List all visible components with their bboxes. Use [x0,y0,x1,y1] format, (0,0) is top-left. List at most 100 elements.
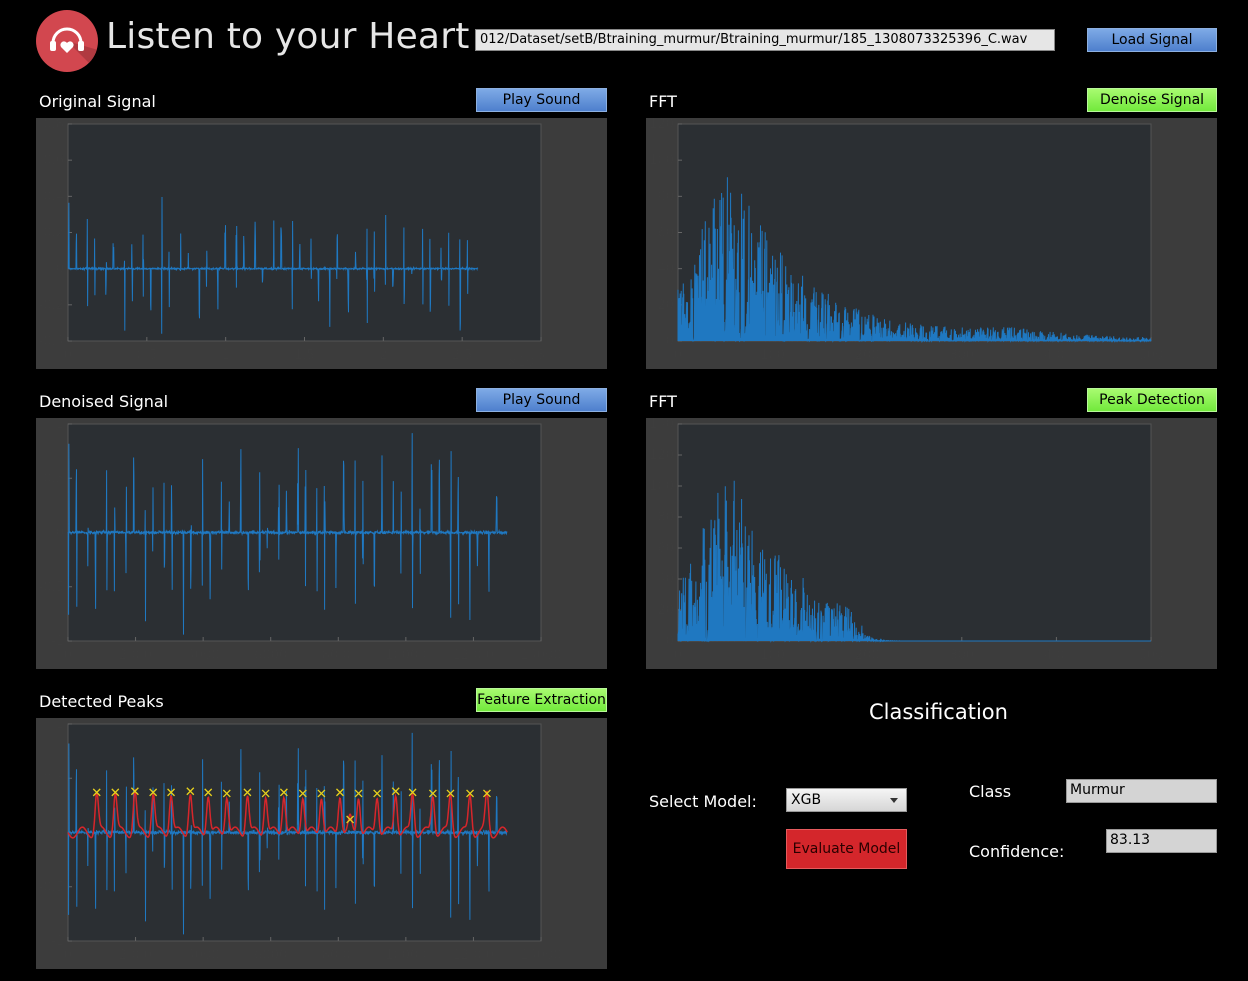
peak-marker [373,789,382,798]
original-signal-plot[interactable]: 0 0.5 1 1.5 2 2.5 3 -0.4 -0.2 0 0.2 0.4 0.6 0.8 ×10⁴ [36,118,607,369]
y-tick-label: 60 [657,226,674,241]
file-path-field[interactable]: 012/Dataset/setB/Btraining_murmur/Btrain… [475,29,1055,51]
peak-marker [354,789,363,798]
y-tick-label: 80 [657,189,674,204]
x-tick-label: 14000 [520,648,561,663]
fft-original-chart: 0 100 200 300 400 500 0 20 40 60 80 100 120 [646,118,1217,369]
x-tick-label: 300 [949,648,974,663]
detected-peaks-title: Detected Peaks [39,692,164,711]
x-tick-label: 200 [855,348,880,363]
denoise-signal-button[interactable]: Denoise Signal [1087,88,1217,112]
fft-original-title: FFT [649,92,677,111]
peak-marker [279,788,288,797]
envelope-line [67,788,508,839]
y-tick-label: -1 [51,634,64,649]
y-tick-label: 140 [649,418,674,432]
heart-headphones-icon [50,27,98,72]
load-signal-button[interactable]: Load Signal [1087,28,1217,52]
x-tick-label: 14000 [520,948,561,963]
peak-marker [336,788,344,797]
peak-marker [149,788,158,797]
x-tick-label: 0 [674,648,682,663]
original-signal-chart: 0 0.5 1 1.5 2 2.5 3 -0.4 -0.2 0 0.2 0.4 0.6 0.8 ×10⁴ [36,118,607,369]
x-tick-label: 400 [1044,348,1069,363]
peak-marker [222,789,231,798]
peak-marker [186,787,195,796]
y-tick-label: 1 [56,418,64,432]
denoised-signal-plot[interactable]: 0 2000 4000 6000 8000 10000 12000 14000 -1 -0.5 0 0… [36,418,607,669]
peak-marker [408,788,417,797]
x-tick-label: 2000 [119,648,152,663]
x-tick-label: 500 [1139,348,1164,363]
y-tick-label: 40 [657,262,674,277]
app-title: Listen to your Heart [106,16,470,57]
peak-detection-button[interactable]: Peak Detection [1087,388,1217,412]
fft-denoised-plot[interactable]: 0 100 200 300 400 500 0 20 40 60 80 100 120 140 [646,418,1217,669]
peak-marker [167,788,176,797]
confidence-value-field: 83.13 [1106,829,1217,853]
x-tick-label: 500 [1139,648,1164,663]
y-tick-label: 0 [666,634,674,649]
app-logo [36,10,98,72]
detected-peaks-plot[interactable]: 0 2000 4000 6000 8000 10000 12000 14000 -1 -0.5 0 0… [36,718,607,969]
peak-marker [466,789,475,798]
y-tick-label: 20 [657,603,674,618]
x-tick-label: 10000 [385,948,426,963]
x-tick-label: 0 [64,648,72,663]
evaluate-model-button[interactable]: Evaluate Model [786,829,907,869]
x-tick-label: 6000 [254,948,287,963]
select-model-label: Select Model: [649,792,757,811]
peak-marker [261,789,270,798]
x-tick-label: 8000 [322,648,355,663]
y-tick-label: 20 [657,298,674,313]
play-sound-original-button[interactable]: Play Sound [476,88,607,112]
x-tick-label: 100 [760,648,785,663]
y-tick-label: 120 [649,118,674,132]
axes-area [677,423,1152,642]
fft-original-plot[interactable]: 0 100 200 300 400 500 0 20 40 60 80 100 120 [646,118,1217,369]
y-tick-label: 60 [657,541,674,556]
y-tick-label: 80 [657,510,674,525]
x-tick-label: 8000 [322,948,355,963]
denoised-signal-line [67,433,508,635]
play-sound-denoised-button[interactable]: Play Sound [476,388,607,412]
model-select-value: XGB [791,792,822,808]
feature-extraction-button[interactable]: Feature Extraction [476,688,607,712]
x-tick-label: 400 [1044,648,1069,663]
confidence-label: Confidence: [969,842,1065,861]
x-tick-label: 10000 [385,648,426,663]
y-tick-label: -0.5 [39,880,64,895]
fft-denoised-title: FFT [649,392,677,411]
peak-marker [92,788,101,797]
model-select[interactable]: XGB [786,788,907,812]
x-tick-label: 1 [222,348,230,363]
peak-marker [317,789,326,798]
fft-denoised-chart: 0 100 200 300 400 500 0 20 40 60 80 100 120 140 [646,418,1217,669]
x-tick-label: 300 [949,348,974,363]
x-tick-label: 100 [760,348,785,363]
y-tick-label: 0.5 [43,771,64,786]
x-tick-label: 3 [537,348,545,363]
x-tick-label: 0.5 [136,348,157,363]
chevron-down-icon [890,798,898,803]
y-tick-label: 40 [657,572,674,587]
original-signal-title: Original Signal [39,92,156,111]
y-tick-label: 0 [56,526,64,541]
peak-marker [204,788,213,797]
x-tick-label: 4000 [187,648,220,663]
x-tick-label: 2.5 [452,348,473,363]
detected-peaks-chart: 0 2000 4000 6000 8000 10000 12000 14000 -1 -0.5 0 0… [36,718,607,969]
x-tick-label: 2 [379,348,387,363]
peak-marker [391,787,400,796]
x-tick-label: 4000 [187,948,220,963]
peak-marker [243,788,252,797]
x-tick-label: 0 [64,948,72,963]
x-tick-label: 0 [674,348,682,363]
y-tick-label: 0.4 [43,189,64,204]
peak-marker [428,789,437,798]
x-exponent-label: ×10⁴ [507,355,540,369]
peak-marker [446,789,455,798]
peak-marker [130,787,139,796]
detected-peaks-signal-line [67,732,508,935]
y-tick-label: 0.2 [43,226,64,241]
